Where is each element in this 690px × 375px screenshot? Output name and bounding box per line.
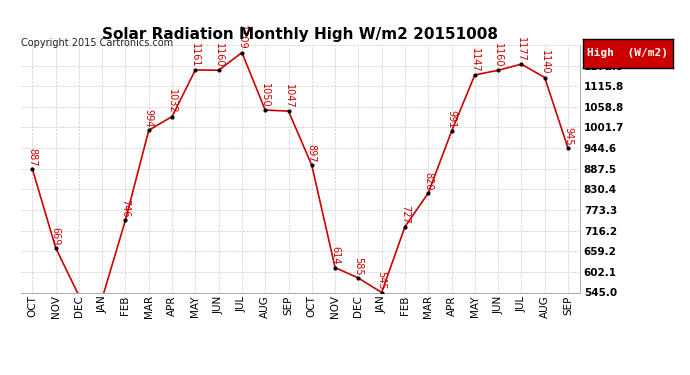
Text: Copyright 2015 Cartronics.com: Copyright 2015 Cartronics.com: [21, 38, 172, 48]
Text: 1209: 1209: [237, 25, 247, 50]
Text: High  (W/m2): High (W/m2): [587, 48, 669, 58]
Title: Solar Radiation Monthly High W/m2 20151008: Solar Radiation Monthly High W/m2 201510…: [102, 27, 498, 42]
Text: 820: 820: [423, 172, 433, 190]
Text: 887: 887: [28, 148, 37, 166]
Text: 1161: 1161: [190, 43, 200, 67]
Text: 1032: 1032: [167, 89, 177, 114]
Text: 1050: 1050: [260, 82, 270, 107]
Text: 529: 529: [0, 374, 1, 375]
Text: 669: 669: [50, 226, 61, 245]
Text: 1147: 1147: [470, 48, 480, 72]
Text: 994: 994: [144, 109, 154, 128]
Text: 545: 545: [377, 271, 386, 290]
Text: 1140: 1140: [540, 50, 550, 75]
Text: 727: 727: [400, 205, 410, 224]
Text: 1160: 1160: [214, 43, 224, 68]
Text: 585: 585: [353, 256, 364, 275]
Text: 991: 991: [446, 110, 457, 129]
Text: 746: 746: [121, 199, 130, 217]
Text: 614: 614: [330, 246, 340, 265]
Text: 1177: 1177: [516, 37, 526, 62]
Text: 1160: 1160: [493, 43, 503, 68]
Text: 897: 897: [307, 144, 317, 162]
Text: 536: 536: [0, 374, 1, 375]
Text: 945: 945: [563, 127, 573, 145]
Text: 1047: 1047: [284, 84, 293, 108]
